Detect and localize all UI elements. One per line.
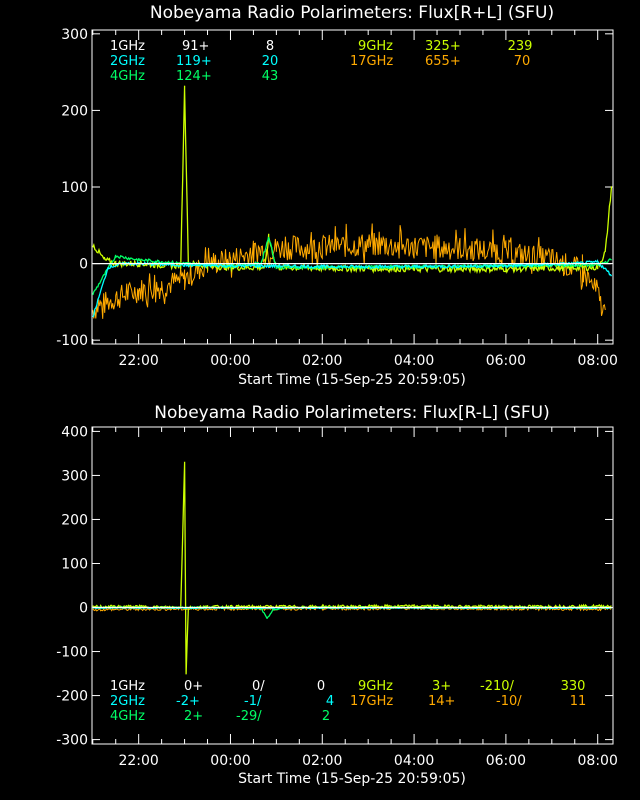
bottom-series-9ghz (92, 461, 612, 675)
bottom-y-tick-label: -200 (56, 689, 88, 705)
top-legend-1ghz-scale: 8 (266, 39, 274, 54)
bottom-legend-9ghz-band: 9GHz (358, 679, 393, 694)
top-y-tick-label: 300 (61, 27, 88, 43)
bottom-legend-1ghz-scale: 0 (317, 679, 325, 694)
top-y-tick-label: -100 (56, 333, 88, 349)
bottom-legend-4ghz-band: 4GHz (110, 709, 145, 724)
bottom-y-tick-label: 300 (61, 468, 88, 484)
top-legend-17ghz-scale: 70 (514, 54, 531, 69)
bottom-x-tick-label: 00:00 (210, 753, 250, 769)
top-legend-17ghz-band: 17GHz (350, 54, 393, 69)
top-legend-2ghz-scale: 20 (262, 54, 279, 69)
top-panel: Nobeyama Radio Polarimeters: Flux[R+L] (… (56, 3, 618, 388)
top-y-ticks: -100 0 100 200 300 (56, 27, 613, 349)
bottom-x-tick-label: 06:00 (486, 753, 526, 769)
bottom-y-tick-label: 400 (61, 424, 88, 440)
bottom-legend-9ghz-base: 3+ (432, 679, 451, 694)
bottom-legend-2ghz-ratio: -1/ (244, 694, 262, 709)
bottom-legend-4ghz-base: 2+ (184, 709, 203, 724)
top-legend-4ghz-band: 4GHz (110, 69, 145, 84)
bottom-legend-17ghz-scale: 11 (570, 694, 587, 709)
bottom-legend-17ghz-band: 17GHz (350, 694, 393, 709)
bottom-legend-1ghz-band: 1GHz (110, 679, 145, 694)
bottom-legend-17ghz-ratio: -10/ (496, 694, 522, 709)
top-x-axis-label: Start Time (15-Sep-25 20:59:05) (238, 372, 466, 388)
bottom-x-tick-label: 04:00 (394, 753, 434, 769)
top-plot-frame (91, 29, 614, 345)
top-y-tick-label: 100 (61, 180, 88, 196)
bottom-legend-9ghz-ratio: -210/ (480, 679, 515, 694)
bottom-y-tick-label: -300 (56, 733, 88, 749)
top-y-tick-label: 0 (79, 257, 88, 273)
top-series (92, 85, 613, 319)
bottom-plot-frame (91, 426, 614, 745)
bottom-y-tick-label: -100 (56, 645, 88, 661)
top-legend-9ghz-band: 9GHz (358, 39, 393, 54)
top-legend: 1GHz 91+ 8 2GHz 119+ 20 4GHz 124+ 43 9GH… (110, 39, 532, 84)
bottom-y-tick-label: 100 (61, 556, 88, 572)
bottom-legend-2ghz-scale: 4 (326, 694, 334, 709)
top-legend-4ghz-scale: 43 (262, 69, 279, 84)
bottom-legend-1ghz-ratio: 0/ (252, 679, 265, 694)
top-legend-2ghz-band: 2GHz (110, 54, 145, 69)
bottom-x-tick-label: 22:00 (118, 753, 158, 769)
bottom-legend-4ghz-ratio: -29/ (236, 709, 262, 724)
top-y-tick-label: 200 (61, 103, 88, 119)
top-x-tick-label: 00:00 (210, 353, 250, 369)
top-x-tick-label: 22:00 (118, 353, 158, 369)
top-series-2ghz (92, 258, 613, 318)
top-title: Nobeyama Radio Polarimeters: Flux[R+L] (… (150, 3, 554, 23)
bottom-y-tick-label: 0 (79, 601, 88, 617)
bottom-y-ticks: -300 -200 -100 0 100 200 300 400 (56, 424, 613, 749)
bottom-x-ticks: 22:00 00:00 02:00 04:00 06:00 08:00 (92, 427, 618, 769)
bottom-panel: Nobeyama Radio Polarimeters: Flux[R-L] (… (56, 403, 618, 787)
top-series-17ghz (92, 223, 606, 319)
bottom-legend-9ghz-scale: 330 (561, 679, 586, 694)
top-x-tick-label: 04:00 (394, 353, 434, 369)
top-x-ticks: 22:00 00:00 02:00 04:00 06:00 08:00 (92, 30, 618, 369)
bottom-legend-4ghz-scale: 2 (322, 709, 330, 724)
top-series-9ghz (92, 85, 613, 275)
top-legend-2ghz-base: 119+ (176, 54, 212, 69)
top-legend-1ghz-base: 91+ (182, 39, 209, 54)
bottom-legend-2ghz-base: -2+ (176, 694, 200, 709)
bottom-x-tick-label: 08:00 (578, 753, 618, 769)
bottom-legend-2ghz-band: 2GHz (110, 694, 145, 709)
bottom-title: Nobeyama Radio Polarimeters: Flux[R-L] (… (154, 403, 549, 423)
top-legend-9ghz-scale: 239 (508, 39, 533, 54)
top-x-tick-label: 02:00 (302, 353, 342, 369)
bottom-y-tick-label: 200 (61, 512, 88, 528)
bottom-legend-1ghz-base: 0+ (184, 679, 203, 694)
top-legend-9ghz-base: 325+ (425, 39, 461, 54)
bottom-legend: 1GHz 0+ 0/ 0 2GHz -2+ -1/ 4 4GHz 2+ -29/… (110, 679, 586, 724)
bottom-x-tick-label: 02:00 (302, 753, 342, 769)
bottom-legend-17ghz-base: 14+ (428, 694, 455, 709)
top-legend-4ghz-base: 124+ (176, 69, 212, 84)
bottom-x-axis-label: Start Time (15-Sep-25 20:59:05) (238, 771, 466, 787)
bottom-series (92, 461, 612, 675)
top-x-tick-label: 08:00 (578, 353, 618, 369)
top-legend-1ghz-band: 1GHz (110, 39, 145, 54)
top-legend-17ghz-base: 655+ (425, 54, 461, 69)
top-x-tick-label: 06:00 (486, 353, 526, 369)
